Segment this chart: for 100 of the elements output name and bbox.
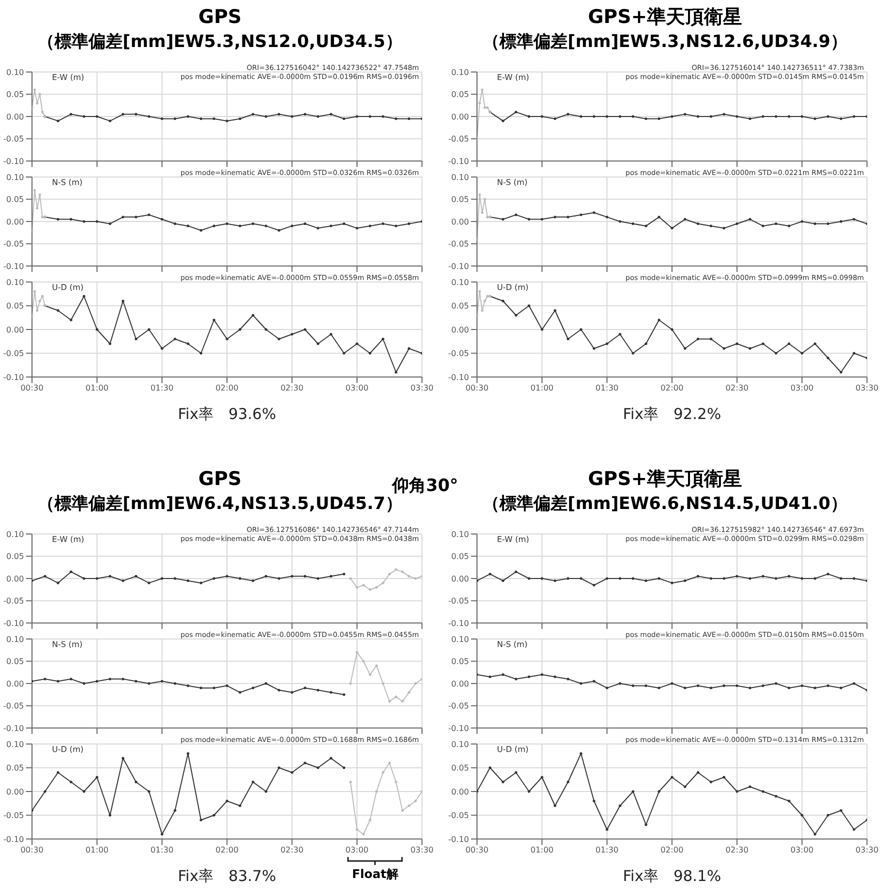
y-tick-label: 0.05 (451, 657, 469, 666)
x-tick-label: 03:00 (345, 846, 369, 855)
y-tick-label: -0.05 (448, 702, 469, 711)
y-tick-label: 0.00 (451, 217, 469, 226)
y-axis-title: U-D (m) (497, 283, 528, 292)
y-tick-label: -0.10 (448, 724, 469, 733)
y-tick-label: -0.10 (3, 834, 24, 844)
y-tick-label: -0.10 (3, 724, 24, 733)
y-axis-title: E-W (m) (497, 73, 530, 82)
chart-subtitle: （標準偏差[mm]EW6.6,NS14.5,UD41.0） (482, 494, 848, 514)
line-series (477, 673, 867, 692)
x-tick-label: 03:30 (410, 384, 434, 393)
x-tick-label: 02:00 (660, 384, 684, 393)
x-tick-label: 01:00 (85, 846, 109, 855)
x-tick-label: 02:30 (725, 384, 749, 393)
y-tick-label: 0.10 (451, 278, 469, 287)
y-tick-label: -0.10 (448, 372, 469, 382)
x-tick-label: 03:00 (790, 384, 814, 393)
line-series (44, 112, 422, 122)
x-tick-label: 03:30 (410, 846, 434, 855)
y-tick-label: 0.00 (6, 325, 24, 334)
y-tick-label: 0.00 (451, 787, 469, 796)
line-series (32, 752, 346, 836)
x-tick-label: 01:30 (150, 846, 174, 855)
y-tick-label: 0.10 (451, 634, 469, 644)
line-series (32, 678, 346, 696)
y-tick-label: 0.00 (451, 574, 469, 584)
chart-subtitle: （標準偏差[mm]EW5.3,NS12.0,UD34.5） (36, 31, 404, 54)
x-axis-title: Fix率 93.6% (178, 405, 276, 423)
x-tick-label: 02:30 (280, 384, 304, 393)
x-tick-label: 03:30 (855, 846, 879, 855)
y-tick-label: 0.10 (6, 530, 24, 539)
line-series (32, 88, 46, 118)
y-tick-label: -0.10 (448, 834, 469, 844)
y-tick-label: 0.10 (6, 740, 24, 749)
x-axis-title: Fix率 92.2% (622, 405, 722, 423)
x-tick-label: 00:30 (20, 384, 44, 393)
y-tick-label: -0.05 (448, 596, 469, 606)
x-tick-label: 01:00 (530, 846, 554, 855)
y-tick-label: -0.05 (448, 349, 469, 358)
y-tick-label: 0.05 (6, 195, 24, 204)
y-axis-title: U-D (m) (497, 745, 528, 754)
chart-subtitle: （標準偏差[mm]EW5.3,NS12.6,UD34.9） (482, 31, 848, 54)
y-tick-label: 0.10 (6, 68, 24, 77)
y-tick-label: 0.05 (6, 90, 24, 100)
chart-title: GPS+準天頂衛星 (586, 5, 744, 30)
y-tick-label: -0.10 (448, 156, 469, 166)
y-tick-label: -0.05 (448, 134, 469, 144)
y-tick-label: -0.10 (448, 618, 469, 628)
y-tick-label: -0.05 (3, 349, 24, 358)
y-axis-title: N-S (m) (52, 640, 83, 649)
text: 仰角30° (392, 475, 458, 497)
x-axis-title: Fix率 83.7% (178, 867, 276, 885)
y-tick-label: 0.05 (6, 302, 24, 311)
y-tick-label: 0.05 (6, 552, 24, 562)
y-tick-label: -0.05 (448, 811, 469, 820)
y-tick-label: 0.10 (6, 278, 24, 287)
y-tick-label: 0.00 (6, 112, 24, 122)
line-series (349, 568, 422, 591)
x-tick-label: 02:00 (215, 384, 239, 393)
x-tick-label: 01:00 (85, 384, 109, 393)
y-tick-label: 0.05 (451, 90, 469, 100)
x-tick-label: 01:30 (595, 846, 619, 855)
y-axis-title: N-S (m) (52, 178, 83, 187)
y-tick-label: 0.05 (6, 657, 24, 666)
y-tick-label: -0.10 (3, 372, 24, 382)
y-tick-label: 0.05 (451, 195, 469, 204)
x-tick-label: 02:00 (215, 846, 239, 855)
y-tick-label: -0.10 (3, 262, 24, 271)
y-tick-label: -0.10 (3, 156, 24, 166)
y-tick-label: -0.05 (3, 596, 24, 606)
y-axis-title: U-D (m) (52, 283, 84, 292)
y-tick-label: -0.05 (448, 240, 469, 249)
x-tick-label: 01:30 (595, 384, 619, 393)
line-series (349, 762, 422, 836)
y-tick-label: -0.05 (3, 702, 24, 711)
y-axis-title: N-S (m) (497, 640, 528, 649)
chart-subtitle: （標準偏差[mm]EW6.4,NS13.5,UD45.7） (36, 494, 404, 516)
y-tick-label: 0.00 (451, 112, 469, 122)
y-axis-title: E-W (m) (52, 73, 84, 82)
x-tick-label: 00:30 (20, 846, 44, 855)
x-axis-title: Fix率 98.1% (622, 867, 722, 885)
text: Float解 (350, 866, 400, 883)
y-axis-title: N-S (m) (497, 178, 528, 187)
x-tick-label: 03:00 (790, 846, 814, 855)
line-series (488, 110, 867, 122)
x-tick-label: 00:30 (465, 384, 489, 393)
y-tick-label: 0.00 (6, 679, 24, 688)
y-axis-title: E-W (m) (497, 535, 530, 544)
y-tick-label: 0.10 (6, 634, 24, 644)
y-axis-title: U-D (m) (52, 745, 84, 754)
y-tick-label: 0.05 (451, 302, 469, 311)
chart-title: GPS (198, 468, 242, 490)
y-tick-label: 0.05 (6, 764, 24, 773)
x-tick-label: 02:30 (280, 846, 304, 855)
chart-title: GPS+準天頂衛星 (588, 468, 742, 490)
y-tick-label: -0.10 (448, 262, 469, 271)
line-series (349, 651, 422, 703)
y-tick-label: 0.10 (6, 172, 24, 182)
y-tick-label: -0.10 (3, 618, 24, 628)
